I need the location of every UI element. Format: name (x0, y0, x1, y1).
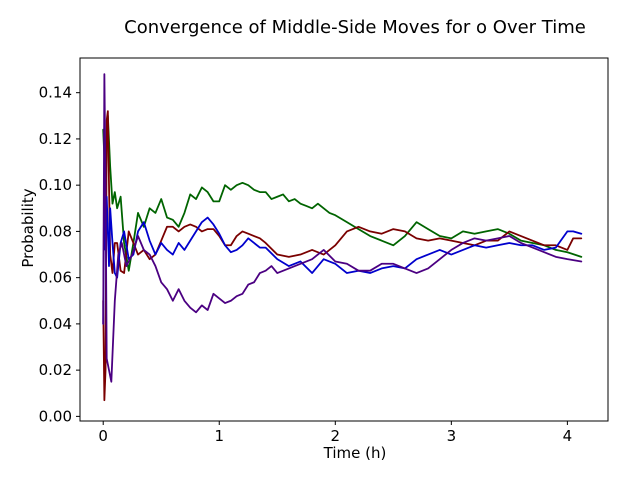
x-tick-label: 2 (331, 427, 341, 445)
x-tick-label: 0 (98, 427, 108, 445)
series-line-2 (102, 110, 583, 402)
series-line-1 (102, 114, 583, 272)
x-tick-label: 3 (447, 427, 457, 445)
x-axis-ticks: 0 1 2 3 4 (98, 421, 572, 445)
y-tick-label: 0.02 (39, 361, 72, 379)
y-tick-label: 0.10 (39, 176, 72, 194)
y-tick-label: 0.14 (39, 84, 72, 102)
x-tick-label: 1 (214, 427, 224, 445)
chart-title: Convergence of Middle-Side Moves for o O… (124, 17, 586, 38)
y-axis-ticks: 0.00 0.02 0.04 0.06 0.08 0.10 0.12 0.14 (39, 84, 80, 425)
y-tick-label: 0.12 (39, 130, 72, 148)
y-tick-label: 0.06 (39, 269, 72, 287)
series-line-3 (102, 156, 583, 325)
x-axis-label: Time (h) (323, 444, 387, 462)
plot-layer (102, 73, 583, 402)
y-tick-label: 0.08 (39, 222, 72, 240)
y-axis-label: Probability (19, 188, 37, 267)
series-line-4 (102, 73, 583, 383)
y-tick-label: 0.00 (39, 407, 72, 425)
x-tick-label: 4 (563, 427, 573, 445)
plot-frame (79, 57, 609, 422)
y-tick-label: 0.04 (39, 315, 72, 333)
